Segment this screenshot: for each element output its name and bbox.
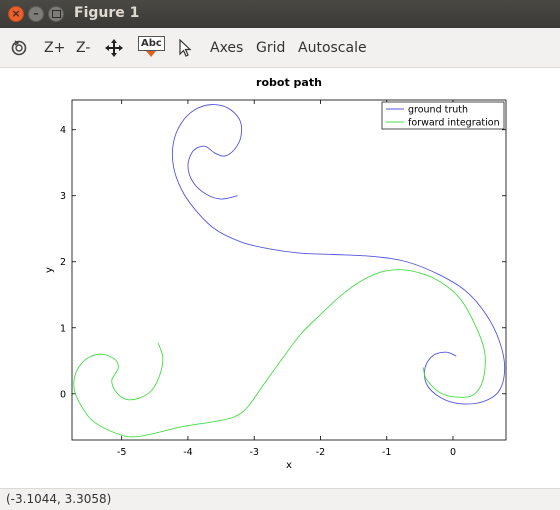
x-axis-ticks: -5 -4 -3 -2 -1 0 xyxy=(117,100,456,458)
series-line-forward-integration xyxy=(73,269,486,438)
y-tick-label: 2 xyxy=(60,257,66,268)
rotate-icon xyxy=(11,40,27,56)
toolbar: Z+ Z- Abc Axes Grid Autoscale xyxy=(0,28,560,68)
x-tick-label: -2 xyxy=(316,447,325,458)
select-tool-button[interactable] xyxy=(178,38,192,58)
y-tick-label: 3 xyxy=(60,191,66,202)
x-axis-label: x xyxy=(286,460,292,471)
y-axis-label: y xyxy=(44,267,55,273)
dropdown-arrow-icon xyxy=(146,51,157,57)
zoom-out-button[interactable]: Z- xyxy=(76,40,91,56)
x-tick-label: -1 xyxy=(382,447,391,458)
y-tick-label: 4 xyxy=(60,125,66,136)
grid-button[interactable]: Grid xyxy=(256,40,286,56)
legend-box xyxy=(381,101,505,130)
series-group xyxy=(73,104,506,438)
chart[interactable]: robot path -5 -4 -3 -2 -1 0 0 1 2 3 4 x y ground … xyxy=(0,68,560,488)
pan-tool-button[interactable] xyxy=(104,38,124,58)
close-button[interactable]: × xyxy=(8,6,24,22)
plot-area[interactable]: robot path -5 -4 -3 -2 -1 0 0 1 2 3 4 x y ground … xyxy=(0,68,560,488)
status-bar: (-3.1044, 3.3058) xyxy=(0,488,560,510)
autoscale-button[interactable]: Autoscale xyxy=(298,40,367,56)
maximize-button[interactable] xyxy=(48,6,64,22)
title-bar: × – Figure 1 xyxy=(0,0,560,28)
text-tool-button[interactable]: Abc xyxy=(138,36,165,60)
axes-box xyxy=(71,99,507,441)
minimize-button[interactable]: – xyxy=(28,6,44,22)
rotate-tool-button[interactable] xyxy=(10,38,28,58)
pointer-icon xyxy=(179,39,192,57)
maximize-icon xyxy=(51,10,61,18)
move-arrows-icon xyxy=(105,39,123,57)
window-title: Figure 1 xyxy=(74,5,140,21)
x-tick-label: 0 xyxy=(450,447,456,458)
minimize-icon: – xyxy=(33,7,39,20)
y-axis-ticks: 0 1 2 3 4 xyxy=(60,125,506,400)
x-tick-label: -5 xyxy=(117,447,126,458)
x-tick-label: -4 xyxy=(183,447,192,458)
legend-label-forward-integration: forward integration xyxy=(408,118,500,129)
legend: ground truth forward integration xyxy=(381,101,505,130)
close-icon: × xyxy=(11,7,21,20)
cursor-coordinates: (-3.1044, 3.3058) xyxy=(6,492,112,506)
y-tick-label: 0 xyxy=(60,389,66,400)
text-tool-label: Abc xyxy=(138,36,165,51)
zoom-in-button[interactable]: Z+ xyxy=(44,40,66,56)
x-tick-label: -3 xyxy=(249,447,258,458)
series-line-ground-truth xyxy=(171,104,506,405)
legend-label-ground-truth: ground truth xyxy=(408,105,468,116)
chart-title: robot path xyxy=(256,76,322,89)
y-tick-label: 1 xyxy=(60,323,66,334)
axes-button[interactable]: Axes xyxy=(210,40,244,56)
